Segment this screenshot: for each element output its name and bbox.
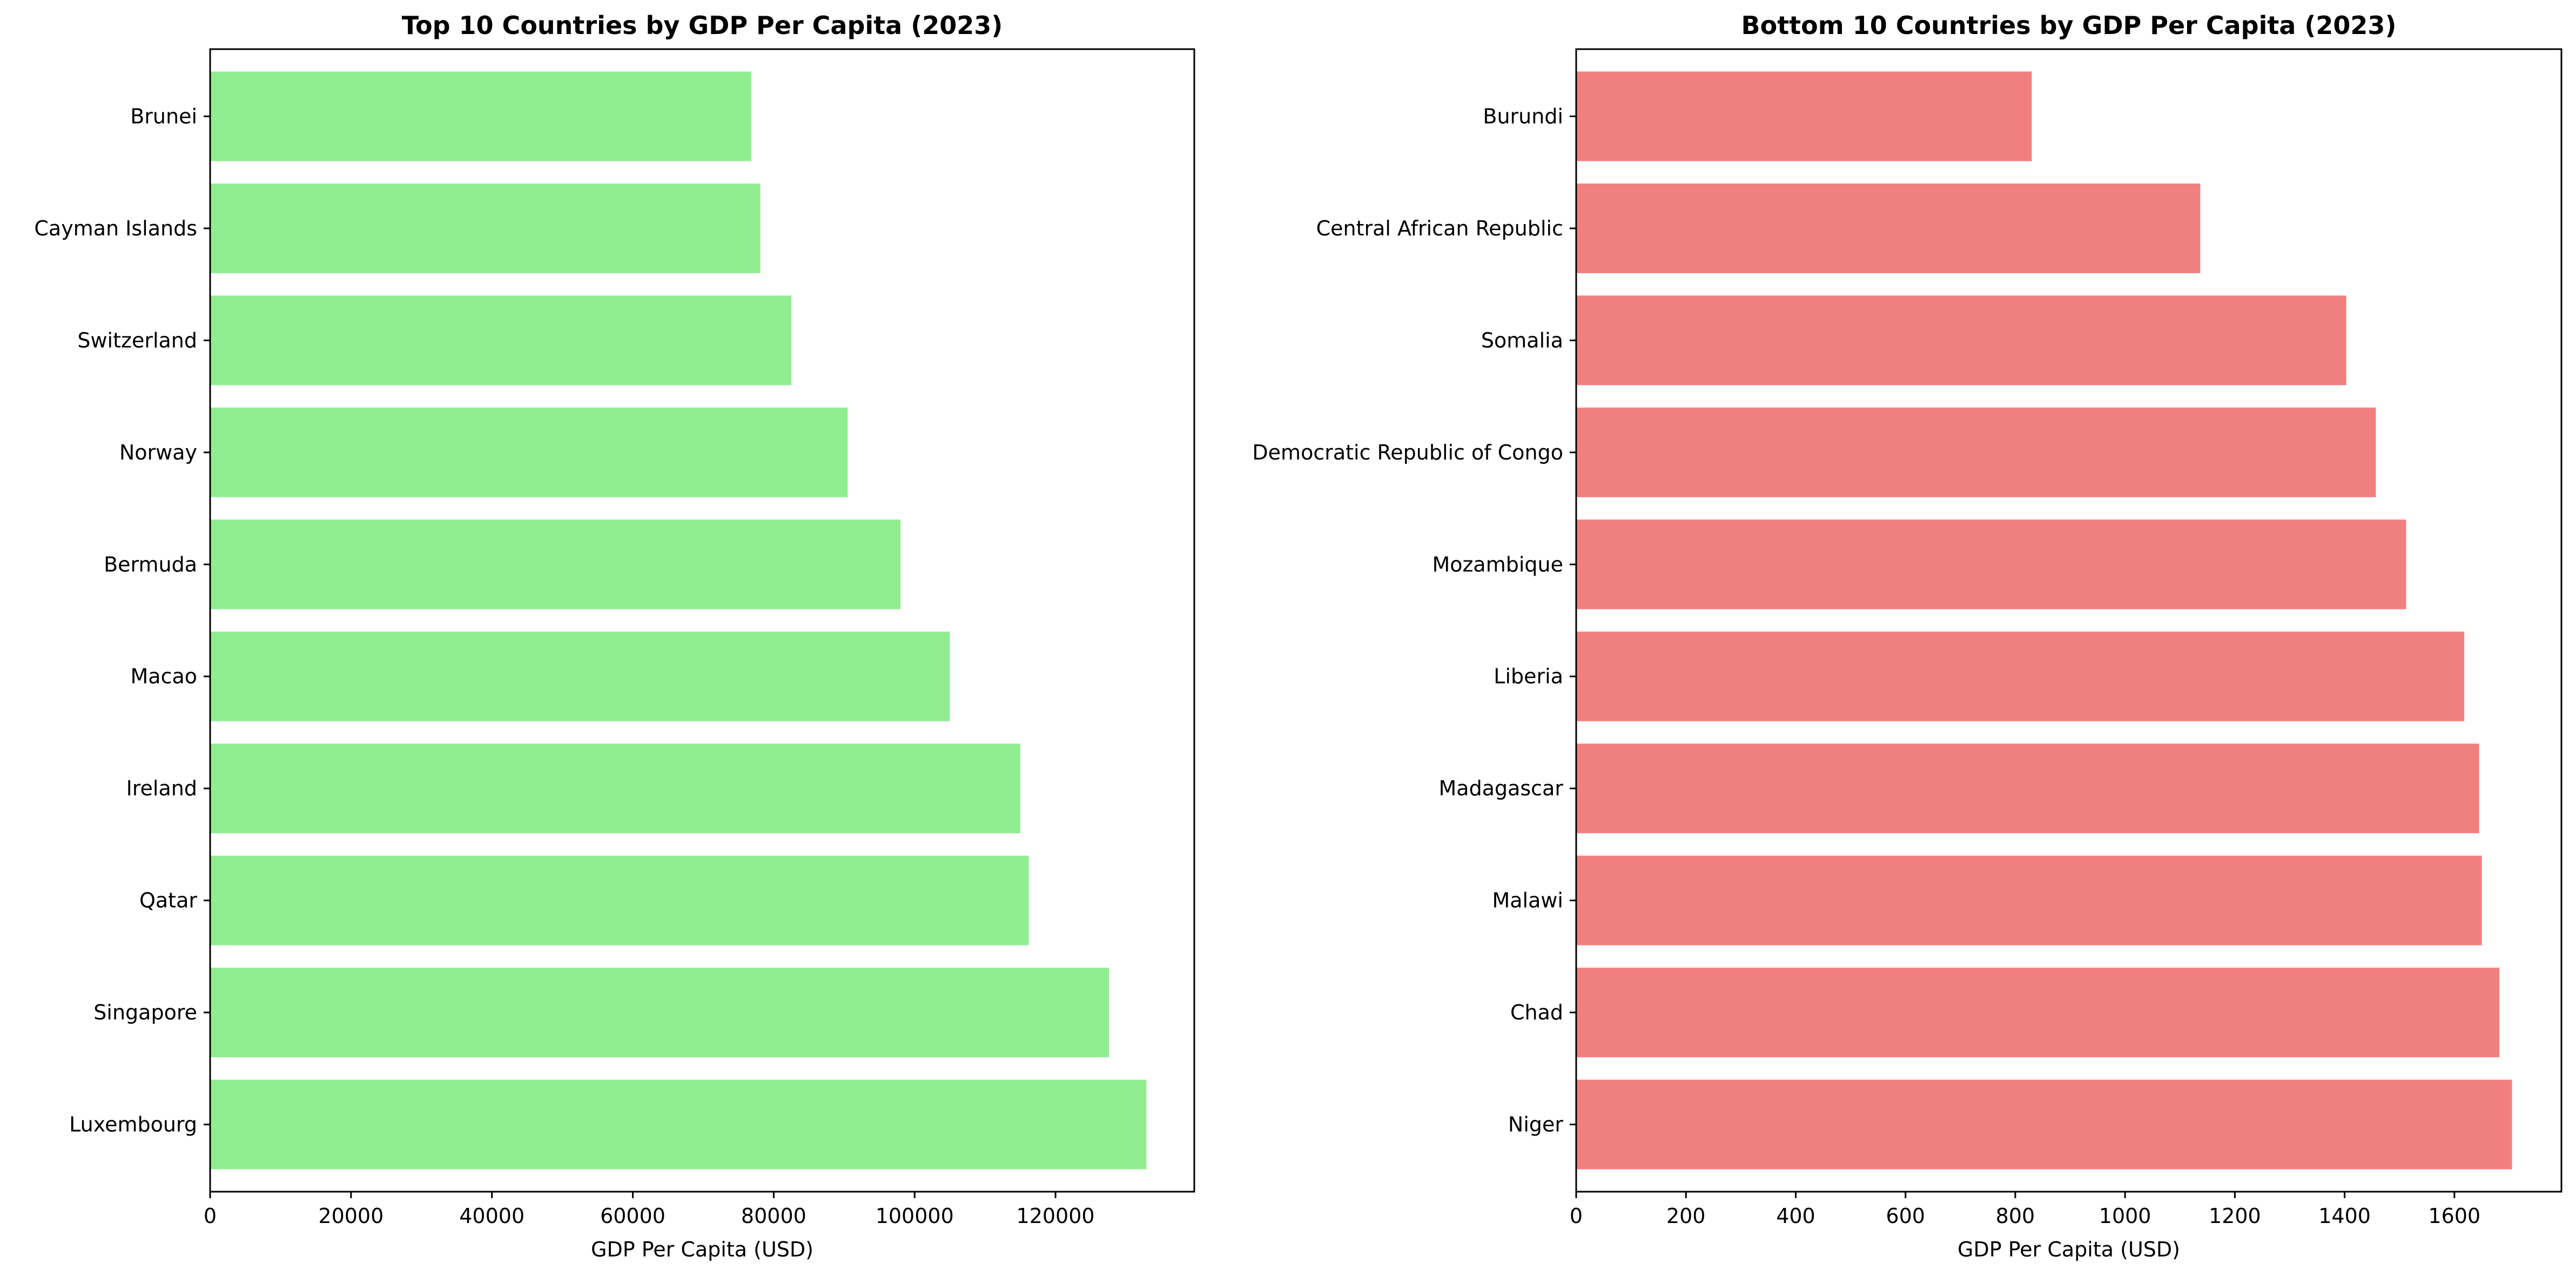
bar-luxembourg [210,1079,1147,1170]
top-10-gdp-chart: Top 10 Countries by GDP Per Capita (2023… [34,11,1195,1261]
x-tick-label: 1000 [2099,1204,2151,1228]
bar-cayman-islands [210,183,761,273]
y-tick-label: Brunei [130,104,197,128]
x-tick-label: 100000 [876,1204,954,1228]
x-tick-label: 40000 [459,1204,524,1228]
y-tick-label: Burundi [1483,104,1563,128]
x-axis-label: GDP Per Capita (USD) [591,1238,813,1261]
bar-brunei [210,71,751,161]
bar-malawi [1576,855,2482,945]
bar-liberia [1576,631,2465,721]
bar-mozambique [1576,519,2406,610]
bar-norway [210,407,848,497]
y-tick-label: Malawi [1492,889,1563,913]
y-tick-label: Chad [1510,1001,1563,1024]
bar-central-african-republic [1576,183,2201,273]
y-tick-label: Niger [1508,1113,1563,1137]
bar-macao [210,631,950,721]
x-tick-label: 1200 [2209,1204,2261,1228]
chart-title: Bottom 10 Countries by GDP Per Capita (2… [1741,11,2397,40]
bar-madagascar [1576,744,2479,834]
bar-democratic-republic-of-congo [1576,407,2376,497]
x-ticks: 0 20000 40000 60000 80000 100000 120000 [204,1192,1095,1228]
bars-group [210,71,1147,1170]
y-ticks: Luxembourg Singapore Qatar Ireland Macao Berm… [34,104,210,1137]
y-tick-label: Qatar [139,889,197,913]
y-tick-label: Macao [131,665,198,688]
y-tick-label: Ireland [126,776,197,800]
y-tick-label: Madagascar [1439,776,1564,800]
y-tick-label: Central African Republic [1316,217,1563,240]
x-axis-label: GDP Per Capita (USD) [1958,1238,2180,1261]
bar-burundi [1576,71,2032,161]
bars-group [1576,71,2512,1170]
x-tick-label: 200 [1666,1204,1706,1228]
y-tick-label: Mozambique [1432,552,1563,576]
x-tick-label: 0 [1570,1204,1583,1228]
plot-frame [1575,48,2562,1193]
bar-somalia [1576,295,2346,386]
x-tick-label: 1400 [2318,1204,2371,1228]
y-tick-label: Norway [119,441,197,464]
plot-frame [209,48,1195,1193]
x-tick-label: 1600 [2428,1204,2480,1228]
bar-chad [1576,968,2500,1058]
y-tick-label: Cayman Islands [34,217,197,240]
x-tick-label: 0 [204,1204,217,1228]
y-tick-label: Switzerland [77,328,197,352]
chart-title: Top 10 Countries by GDP Per Capita (2023… [402,11,1003,40]
bar-bermuda [210,519,901,610]
bar-niger [1576,1079,2512,1170]
bottom-10-gdp-chart: Bottom 10 Countries by GDP Per Capita (2… [1252,11,2562,1261]
x-tick-label: 80000 [741,1204,806,1228]
y-tick-label: Singapore [93,1001,197,1024]
y-tick-label: Bermuda [104,552,197,576]
bar-switzerland [210,295,791,386]
x-tick-label: 800 [1996,1204,2035,1228]
x-tick-label: 60000 [600,1204,665,1228]
bar-ireland [210,744,1020,834]
y-tick-label: Democratic Republic of Congo [1252,441,1563,464]
bar-qatar [210,855,1029,945]
x-tick-label: 400 [1776,1204,1815,1228]
x-tick-label: 20000 [318,1204,384,1228]
y-tick-label: Luxembourg [69,1113,197,1137]
y-ticks: Niger Chad Malawi Madagascar Liberia Mozambiq… [1252,104,1576,1137]
x-tick-label: 600 [1886,1204,1925,1228]
bar-singapore [210,968,1109,1058]
y-tick-label: Somalia [1481,328,1563,352]
y-tick-label: Liberia [1494,665,1563,688]
x-tick-label: 120000 [1017,1204,1095,1228]
x-ticks: 0 200 400 600 800 1000 1200 1400 1600 [1570,1192,2480,1228]
